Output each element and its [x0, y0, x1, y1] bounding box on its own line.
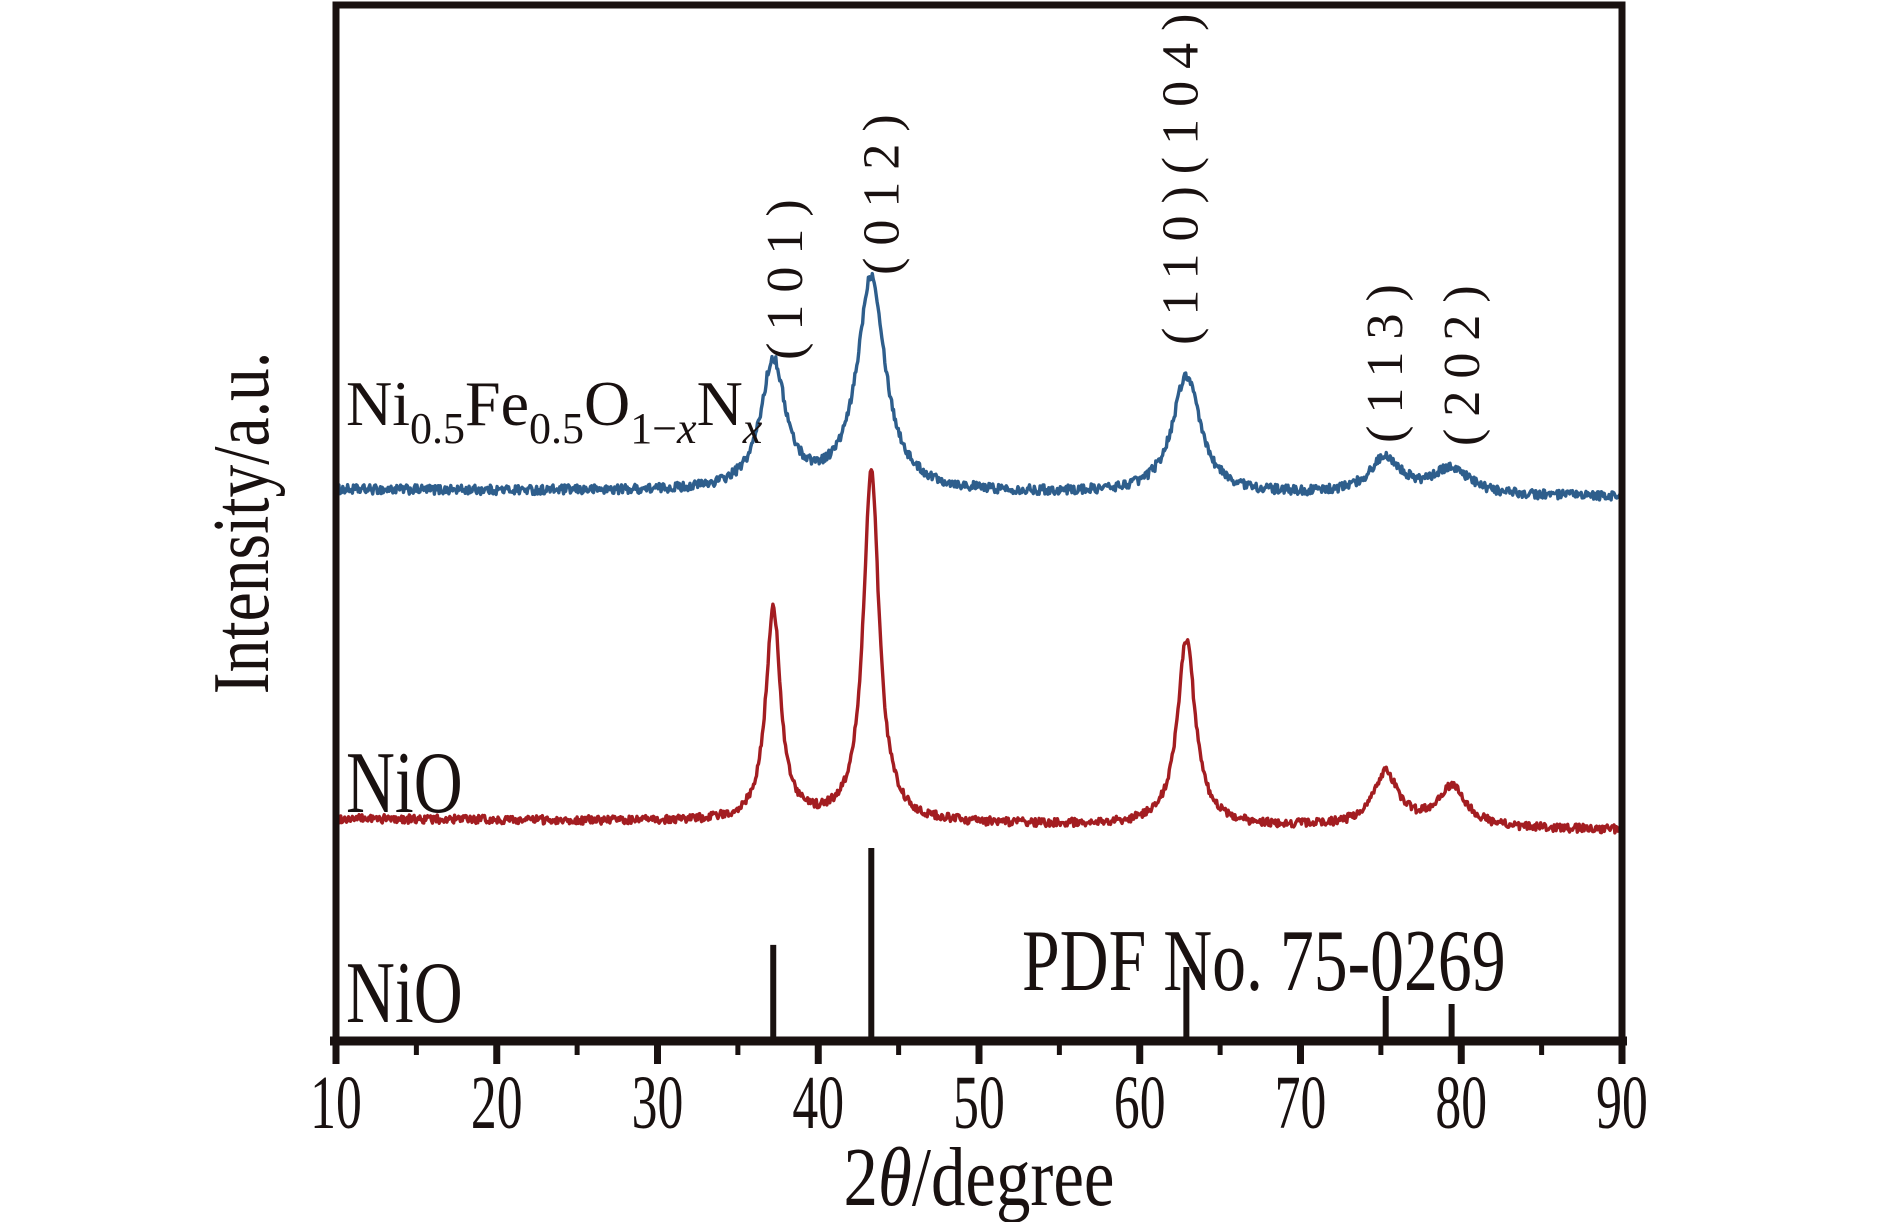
peak-annotation-group: (202)	[1434, 273, 1491, 446]
x-tick-label-group: 30	[632, 1061, 684, 1145]
formula-segment: Fe	[465, 368, 529, 439]
x-tick-label: 10	[310, 1061, 362, 1145]
formula-subscript: 0.5	[410, 404, 465, 453]
reference-sticks-group	[770, 847, 1455, 1038]
x-tick-label: 20	[471, 1061, 523, 1145]
formula-segment: N	[697, 368, 743, 439]
x-title-prefix: 2	[844, 1131, 878, 1222]
formula-subscript: 1−	[630, 404, 677, 453]
red-series-label-group: NiO	[346, 734, 463, 831]
x-tick-label-group: 50	[953, 1061, 1005, 1145]
formula-subscript: x	[676, 404, 697, 453]
peak-annotation-group: (012)	[854, 102, 911, 275]
pdf-number-group: PDF No. 75-0269	[1022, 912, 1506, 1009]
formula-segment: Ni	[346, 368, 410, 439]
peak-annotation-group: (110)(104)	[1153, 2, 1210, 345]
peak-annotation-label: (101)	[757, 187, 814, 360]
x-tick-label-group: 80	[1435, 1061, 1487, 1145]
x-axis-title: 2θ/degree	[844, 1131, 1115, 1222]
peak-annotation-label: (113)	[1357, 272, 1414, 443]
x-tick-label: 60	[1114, 1061, 1166, 1145]
peak-annotation-label: (202)	[1434, 273, 1491, 446]
axis-tick-labels-group: 10 20 30 40 50 60 70 80 90	[310, 1061, 1648, 1145]
x-tick-label-group: 40	[792, 1061, 844, 1145]
x-tick-label-group: 10	[310, 1061, 362, 1145]
x-tick-label-group: 60	[1114, 1061, 1166, 1145]
x-tick-label-group: 90	[1596, 1061, 1648, 1145]
blue-series-label: Ni0.5Fe0.5O1−xNx	[346, 368, 763, 453]
formula-subscript: x	[742, 404, 763, 453]
peak-annotations-group: (101) (012) (110)(104) (113) (202)	[757, 2, 1491, 446]
x-tick-label: 80	[1435, 1061, 1487, 1145]
plot-border	[332, 1, 1626, 1045]
x-tick-label-group: 20	[471, 1061, 523, 1145]
y-axis-title-group: Intensity/a.u.	[197, 352, 286, 694]
x-title-theta: θ	[878, 1131, 912, 1222]
reference-name-label: NiO	[346, 944, 463, 1041]
x-tick-label: 70	[1275, 1061, 1327, 1145]
x-title-suffix: /degree	[912, 1131, 1115, 1222]
peak-annotation-group: (113)	[1357, 272, 1414, 443]
x-tick-label: 30	[632, 1061, 684, 1145]
reference-name-group: NiO	[346, 944, 463, 1041]
blue-series-curve	[334, 271, 1624, 502]
pdf-number-label: PDF No. 75-0269	[1022, 912, 1506, 1009]
x-tick-label-group: 70	[1275, 1061, 1327, 1145]
y-axis-title: Intensity/a.u.	[197, 352, 286, 694]
red-series-curve	[334, 468, 1624, 835]
x-axis-title-group: 2θ/degree	[844, 1131, 1115, 1222]
peak-annotation-label: (110)(104)	[1153, 2, 1210, 345]
peak-annotation-group: (101)	[757, 187, 814, 360]
blue-series-label-group: Ni0.5Fe0.5O1−xNx	[346, 368, 763, 453]
x-tick-label: 90	[1596, 1061, 1648, 1145]
x-tick-label: 40	[792, 1061, 844, 1145]
peak-annotation-label: (012)	[854, 102, 911, 275]
formula-segment: O	[584, 368, 630, 439]
x-tick-label: 50	[953, 1061, 1005, 1145]
curves-group	[334, 271, 1624, 835]
red-series-label: NiO	[346, 734, 463, 831]
formula-subscript: 0.5	[529, 404, 584, 453]
